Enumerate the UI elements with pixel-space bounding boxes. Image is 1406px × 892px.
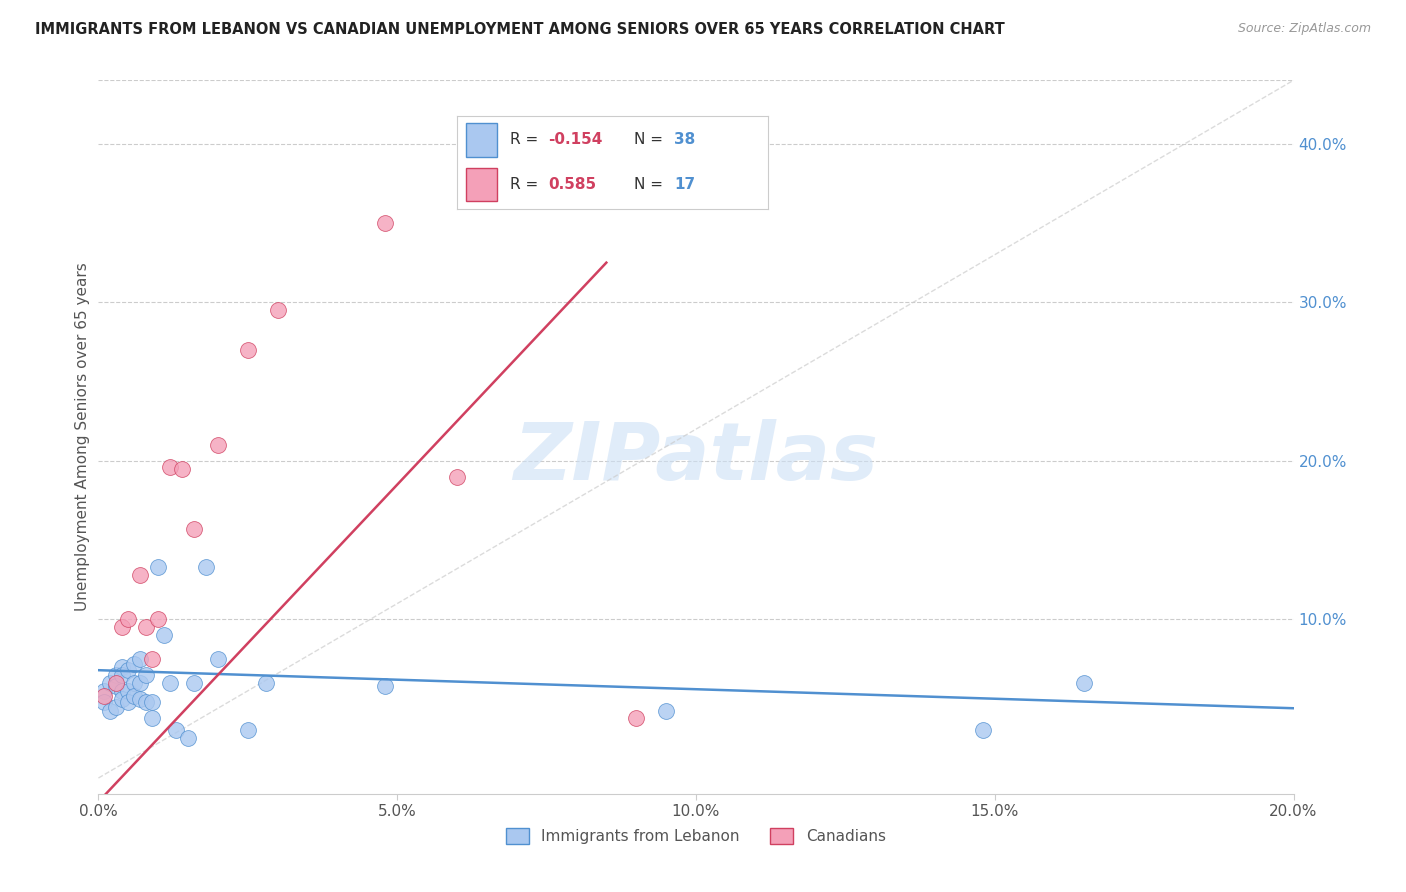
Point [374, 216, 396, 230]
Point [207, 438, 229, 452]
Point [129, 652, 152, 666]
Point [141, 711, 163, 725]
Point [195, 560, 218, 574]
Point [141, 695, 163, 709]
Point [165, 723, 187, 738]
Point [254, 676, 277, 690]
Point [236, 343, 259, 357]
Legend: Immigrants from Lebanon, Canadians: Immigrants from Lebanon, Canadians [501, 822, 891, 850]
Point [177, 731, 200, 746]
Point [111, 660, 134, 674]
Point [111, 668, 134, 682]
Point [655, 705, 678, 719]
Point [135, 695, 157, 709]
Point [972, 723, 994, 738]
Point [148, 612, 170, 626]
Point [626, 711, 648, 725]
Point [207, 652, 229, 666]
Text: IMMIGRANTS FROM LEBANON VS CANADIAN UNEMPLOYMENT AMONG SENIORS OVER 65 YEARS COR: IMMIGRANTS FROM LEBANON VS CANADIAN UNEM… [35, 22, 1005, 37]
Point [105, 668, 128, 682]
Point [124, 689, 146, 703]
Point [159, 460, 181, 475]
Point [135, 620, 157, 634]
Point [267, 303, 290, 318]
Y-axis label: Unemployment Among Seniors over 65 years: Unemployment Among Seniors over 65 years [75, 263, 90, 611]
Point [117, 612, 139, 626]
Point [111, 620, 134, 634]
Point [93, 683, 115, 698]
Point [105, 699, 128, 714]
Point [105, 676, 128, 690]
Point [98, 705, 122, 719]
Point [1073, 676, 1095, 690]
Point [446, 469, 468, 483]
Point [374, 679, 396, 693]
Point [98, 676, 122, 690]
Point [129, 676, 152, 690]
Point [135, 668, 157, 682]
Point [111, 683, 134, 698]
Point [159, 676, 181, 690]
Point [129, 691, 152, 706]
Point [93, 689, 115, 703]
Point [93, 695, 115, 709]
Point [124, 676, 146, 690]
Point [172, 462, 194, 476]
Point [183, 522, 205, 536]
Point [117, 663, 139, 677]
Point [111, 691, 134, 706]
Point [183, 676, 205, 690]
Point [129, 568, 152, 582]
Point [141, 652, 163, 666]
Text: ZIPatlas: ZIPatlas [513, 419, 879, 498]
Point [124, 657, 146, 671]
Point [117, 695, 139, 709]
Point [153, 628, 176, 642]
Point [148, 560, 170, 574]
Point [236, 723, 259, 738]
Point [117, 683, 139, 698]
Text: Source: ZipAtlas.com: Source: ZipAtlas.com [1237, 22, 1371, 36]
Point [105, 679, 128, 693]
